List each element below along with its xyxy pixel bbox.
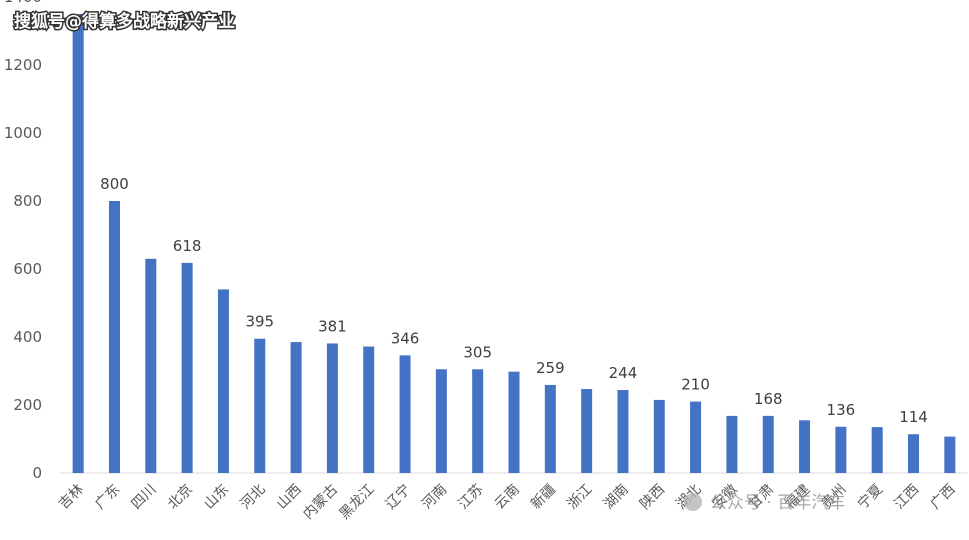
bar — [217, 289, 229, 473]
bar — [799, 420, 811, 473]
bar — [472, 369, 484, 473]
bar — [326, 343, 338, 473]
data-label: 346 — [391, 329, 420, 347]
data-label: 381 — [318, 317, 347, 335]
bar — [508, 371, 520, 473]
watermark-top: 搜狐号@得算多战略新兴产业 — [14, 11, 235, 32]
y-tick-label: 1400 — [4, 0, 42, 6]
data-label: 305 — [463, 343, 492, 361]
y-tick-label: 1200 — [4, 56, 42, 74]
bar — [690, 401, 702, 473]
category-label: 江苏 — [455, 482, 486, 513]
data-label: 210 — [681, 376, 710, 394]
bar — [72, 14, 84, 473]
y-tick-label: 600 — [13, 260, 42, 278]
category-label: 江西 — [891, 482, 922, 513]
category-label: 山东 — [201, 482, 232, 513]
data-label: 259 — [536, 359, 565, 377]
category-label: 内蒙古 — [300, 482, 341, 523]
bar — [762, 415, 774, 473]
category-label: 云南 — [492, 482, 523, 513]
category-label: 陕西 — [637, 482, 668, 513]
bar — [544, 384, 556, 473]
category-label: 北京 — [165, 482, 196, 513]
bar — [908, 434, 920, 473]
bar — [181, 262, 193, 473]
watermark-bottom: 公众号 · 百年汽车 — [684, 493, 845, 513]
bar — [399, 355, 411, 473]
y-tick-label: 800 — [13, 192, 42, 210]
category-label: 吉林 — [56, 482, 87, 513]
bar — [871, 427, 883, 473]
data-label: 244 — [609, 364, 638, 382]
category-label: 河南 — [419, 482, 450, 513]
y-tick-label: 0 — [32, 464, 42, 482]
bar — [254, 338, 266, 473]
bar — [435, 369, 447, 473]
bar — [944, 436, 956, 473]
bar — [108, 201, 120, 473]
category-label: 浙江 — [564, 482, 595, 513]
category-label: 河北 — [237, 482, 268, 513]
category-label: 黑龙江 — [337, 482, 378, 523]
data-label: 618 — [173, 237, 202, 255]
data-labels: 800 618 395 381 346 305 259 244 210 168 136 114 — [100, 175, 928, 426]
data-label: 800 — [100, 175, 129, 193]
data-label: 168 — [754, 390, 783, 408]
category-label: 四川 — [129, 482, 160, 513]
category-label: 辽宁 — [382, 481, 414, 513]
category-label: 广西 — [928, 482, 959, 513]
bars — [72, 14, 956, 473]
watermark-bottom-text: 公众号 · 百年汽车 — [710, 493, 845, 513]
bar — [581, 389, 593, 473]
bar — [653, 399, 665, 473]
y-tick-label: 1000 — [4, 124, 42, 142]
bar — [363, 346, 375, 473]
category-label: 新疆 — [528, 482, 559, 513]
bar — [145, 258, 157, 473]
y-axis-ticks: 0 200 400 600 800 1000 1200 1400 — [4, 0, 42, 482]
bar — [617, 390, 629, 473]
data-label: 136 — [827, 401, 856, 419]
category-label: 广东 — [92, 482, 123, 513]
category-label: 山西 — [274, 482, 305, 513]
y-tick-label: 200 — [13, 396, 42, 414]
data-label: 395 — [245, 313, 274, 331]
category-label: 湖南 — [601, 482, 632, 513]
category-label: 宁夏 — [854, 481, 886, 513]
data-label: 114 — [899, 408, 928, 426]
bar — [290, 342, 302, 473]
bar — [726, 415, 738, 473]
bar — [835, 426, 847, 473]
wechat-icon — [684, 493, 702, 511]
y-tick-label: 400 — [13, 328, 42, 346]
